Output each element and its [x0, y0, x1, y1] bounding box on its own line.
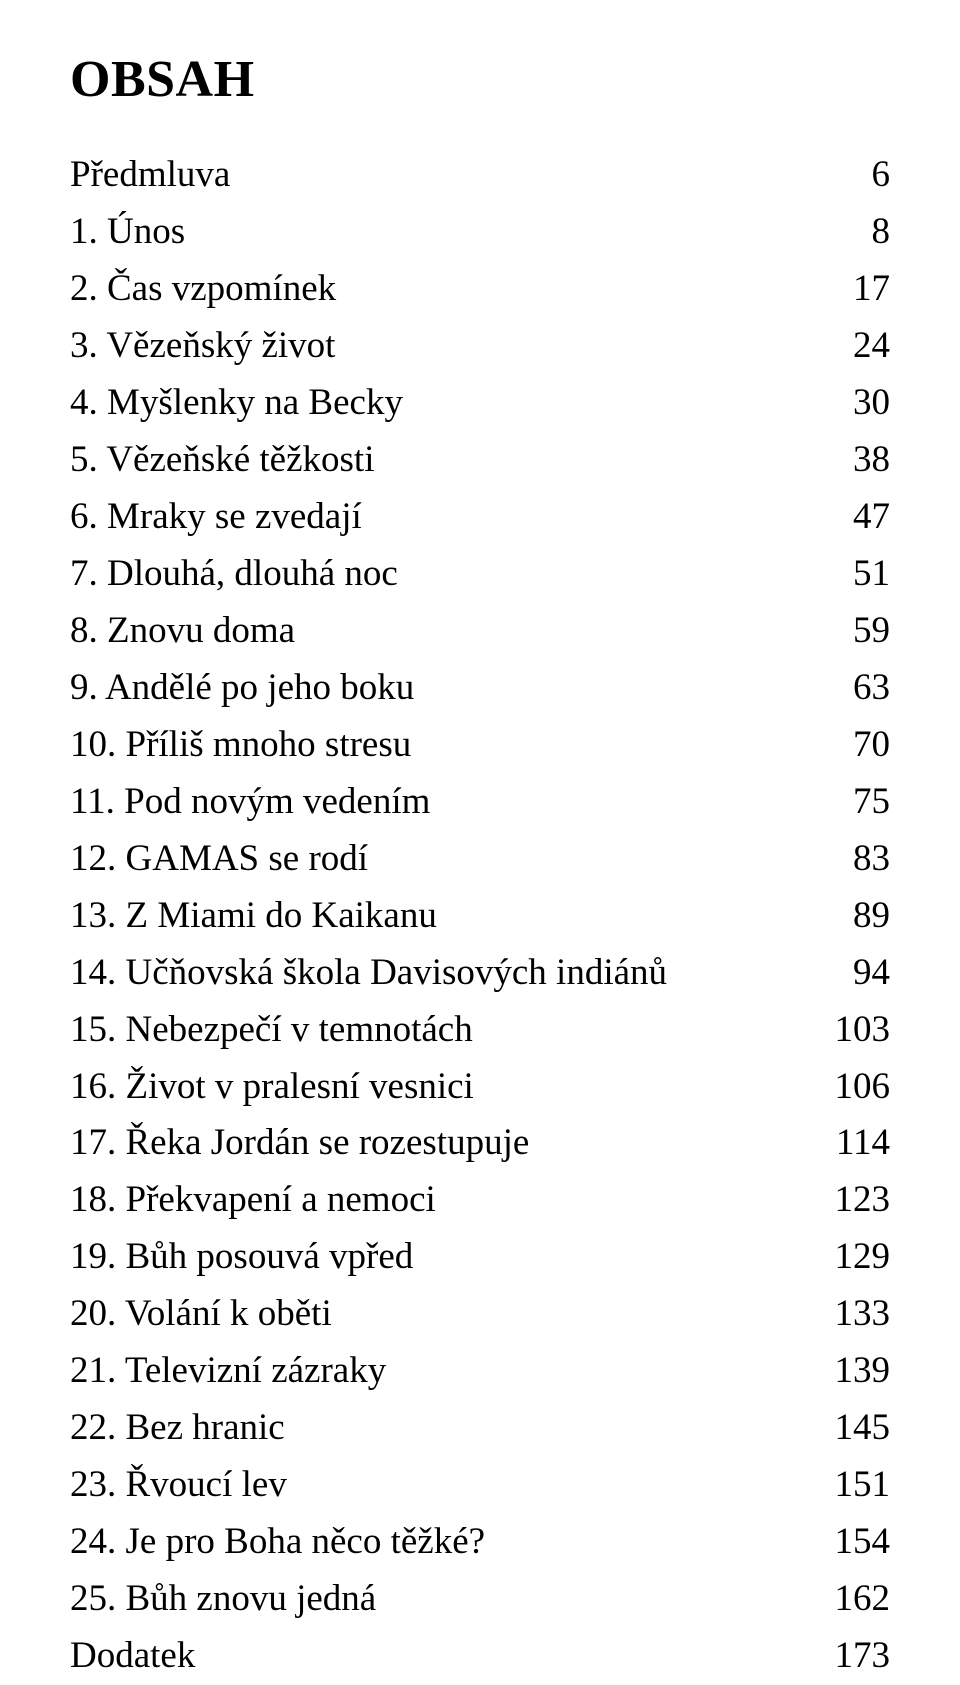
toc-entry-page: 24 [810, 318, 890, 375]
toc-row: 22. Bez hranic 145 [70, 1400, 890, 1457]
toc-row: 18. Překvapení a nemoci 123 [70, 1172, 890, 1229]
toc-entry-label: 13. Z Miami do Kaikanu [70, 888, 437, 945]
toc-entry-label: 9. Andělé po jeho boku [70, 660, 414, 717]
toc-entry-page: 38 [810, 432, 890, 489]
toc-row: 15. Nebezpečí v temnotách 103 [70, 1002, 890, 1059]
toc-entry-label: 16. Život v pralesní vesnici [70, 1059, 474, 1116]
toc-entry-label: 3. Vězeňský život [70, 318, 335, 375]
toc-row: 1. Únos 8 [70, 204, 890, 261]
page-title: OBSAH [70, 50, 890, 109]
toc-entry-label: 6. Mraky se zvedají [70, 489, 362, 546]
toc-entry-label: 23. Řvoucí lev [70, 1457, 287, 1514]
toc-row: 11. Pod novým vedením 75 [70, 774, 890, 831]
toc-entry-label: 4. Myšlenky na Becky [70, 375, 403, 432]
toc-row: 5. Vězeňské těžkosti 38 [70, 432, 890, 489]
toc-entry-page: 94 [810, 945, 890, 1002]
toc-entry-page: 30 [810, 375, 890, 432]
toc-row: Dodatek 173 [70, 1628, 890, 1685]
toc-entry-page: 83 [810, 831, 890, 888]
toc-entry-label: 24. Je pro Boha něco těžké? [70, 1514, 485, 1571]
toc-entry-page: 59 [810, 603, 890, 660]
toc-row: 20. Volání k oběti 133 [70, 1286, 890, 1343]
toc-entry-page: 133 [810, 1286, 890, 1343]
toc-entry-label: 20. Volání k oběti [70, 1286, 332, 1343]
toc-entry-page: 89 [810, 888, 890, 945]
toc-entry-label: Dodatek [70, 1628, 195, 1685]
toc-row: 3. Vězeňský život 24 [70, 318, 890, 375]
toc-entry-label: 17. Řeka Jordán se rozestupuje [70, 1115, 529, 1172]
toc-entry-page: 51 [810, 546, 890, 603]
toc-row: 9. Andělé po jeho boku 63 [70, 660, 890, 717]
toc-entry-label: 19. Bůh posouvá vpřed [70, 1229, 413, 1286]
toc-entry-page: 114 [810, 1115, 890, 1172]
toc-entry-page: 154 [810, 1514, 890, 1571]
toc-entry-label: 14. Učňovská škola Davisových indiánů [70, 945, 667, 1002]
toc-entry-page: 47 [810, 489, 890, 546]
toc-entry-label: Předmluva [70, 147, 230, 204]
toc-entry-label: 1. Únos [70, 204, 185, 261]
toc-entry-label: 25. Bůh znovu jedná [70, 1571, 376, 1628]
toc-row: 13. Z Miami do Kaikanu 89 [70, 888, 890, 945]
toc-entry-label: 18. Překvapení a nemoci [70, 1172, 436, 1229]
toc-row: 21. Televizní zázraky 139 [70, 1343, 890, 1400]
toc-row: 8. Znovu doma 59 [70, 603, 890, 660]
toc-entry-page: 103 [810, 1002, 890, 1059]
toc-entry-label: 5. Vězeňské těžkosti [70, 432, 374, 489]
toc-entry-page: 6 [810, 147, 890, 204]
toc-entry-page: 173 [810, 1628, 890, 1685]
toc-entry-label: 22. Bez hranic [70, 1400, 285, 1457]
toc-row: 7. Dlouhá, dlouhá noc 51 [70, 546, 890, 603]
toc-row: 12. GAMAS se rodí 83 [70, 831, 890, 888]
toc-entry-page: 151 [810, 1457, 890, 1514]
toc-entry-label: 15. Nebezpečí v temnotách [70, 1002, 473, 1059]
toc-entry-page: 139 [810, 1343, 890, 1400]
toc-entry-label: 12. GAMAS se rodí [70, 831, 368, 888]
toc-row: 4. Myšlenky na Becky 30 [70, 375, 890, 432]
toc-entry-label: 8. Znovu doma [70, 603, 295, 660]
toc-row: 25. Bůh znovu jedná 162 [70, 1571, 890, 1628]
toc-entry-page: 8 [810, 204, 890, 261]
toc-row: 17. Řeka Jordán se rozestupuje 114 [70, 1115, 890, 1172]
toc-entry-page: 145 [810, 1400, 890, 1457]
toc-entry-page: 123 [810, 1172, 890, 1229]
toc-entry-page: 70 [810, 717, 890, 774]
toc-row: 2. Čas vzpomínek 17 [70, 261, 890, 318]
toc-entry-label: 7. Dlouhá, dlouhá noc [70, 546, 398, 603]
toc-entry-page: 162 [810, 1571, 890, 1628]
toc-entry-page: 106 [810, 1059, 890, 1116]
toc-row: 14. Učňovská škola Davisových indiánů 94 [70, 945, 890, 1002]
toc-row: 23. Řvoucí lev 151 [70, 1457, 890, 1514]
toc-entry-label: 21. Televizní zázraky [70, 1343, 386, 1400]
toc-row: Předmluva 6 [70, 147, 890, 204]
toc-entry-page: 63 [810, 660, 890, 717]
toc-entry-page: 17 [810, 261, 890, 318]
toc-entry-label: 10. Příliš mnoho stresu [70, 717, 411, 774]
toc-row: 6. Mraky se zvedají 47 [70, 489, 890, 546]
toc-row: 10. Příliš mnoho stresu 70 [70, 717, 890, 774]
toc-row: 24. Je pro Boha něco těžké? 154 [70, 1514, 890, 1571]
toc-entry-label: 2. Čas vzpomínek [70, 261, 336, 318]
toc-entry-page: 129 [810, 1229, 890, 1286]
toc-entry-page: 75 [810, 774, 890, 831]
toc-row: 16. Život v pralesní vesnici 106 [70, 1059, 890, 1116]
toc-row: 19. Bůh posouvá vpřed 129 [70, 1229, 890, 1286]
toc-entry-label: 11. Pod novým vedením [70, 774, 430, 831]
page: OBSAH Předmluva61. Únos82. Čas vzpomínek… [0, 0, 960, 1685]
toc-list: Předmluva61. Únos82. Čas vzpomínek173. V… [70, 147, 890, 1685]
